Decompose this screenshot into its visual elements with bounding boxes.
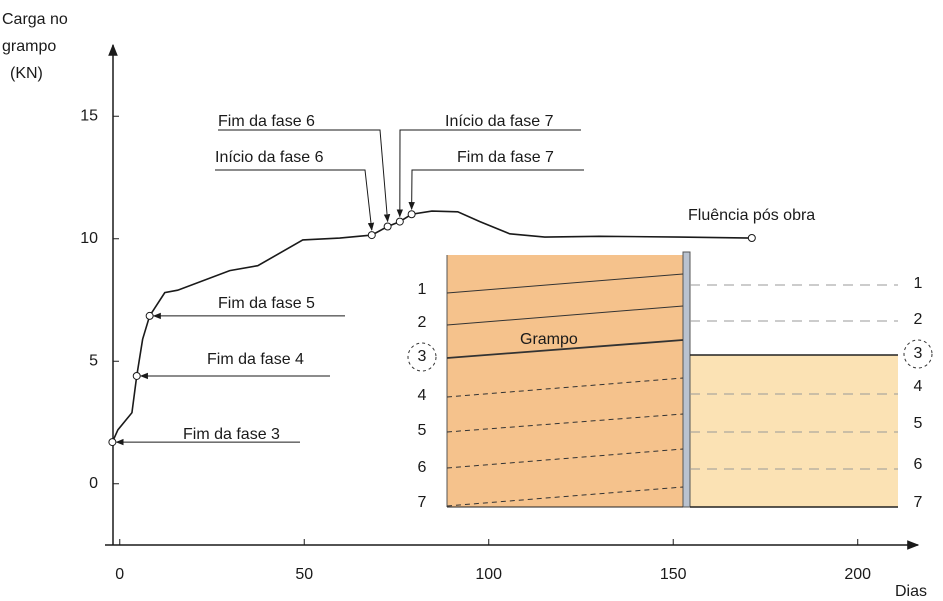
- level-label: 7: [914, 494, 923, 511]
- level-label: 2: [914, 311, 923, 328]
- inset-label: Grampo: [520, 331, 578, 348]
- y-axis-label: grampo: [2, 38, 56, 55]
- annotation: Fim da fase 5: [218, 295, 315, 312]
- x-tick-label: 100: [475, 566, 502, 583]
- y-tick-label: 0: [89, 475, 98, 492]
- point-marker: [407, 210, 416, 219]
- nail-line: [446, 305, 684, 326]
- x-tick-label: 0: [115, 566, 124, 583]
- level-label: 2: [418, 314, 427, 331]
- nail-line: [446, 273, 684, 294]
- annotation: Fluência pós obra: [688, 207, 815, 224]
- nail-line: [446, 486, 684, 507]
- level-label: 4: [914, 378, 923, 395]
- level-label: 6: [914, 456, 923, 473]
- y-tick-label: 5: [89, 352, 98, 369]
- point-marker: [395, 217, 404, 226]
- y-axis-label: (KN): [10, 65, 43, 82]
- x-tick-label: 150: [660, 566, 687, 583]
- level-circle: [903, 339, 933, 369]
- leader-line: [218, 129, 391, 223]
- y-tick-label: 15: [80, 107, 98, 124]
- level-label: 5: [914, 415, 923, 432]
- leader-line: [396, 129, 581, 218]
- nail-line: [446, 339, 684, 359]
- wall: [682, 251, 691, 508]
- level-label: 3: [418, 348, 427, 365]
- level-label: 6: [418, 459, 427, 476]
- nail-line: [446, 413, 684, 433]
- annotation: Início da fase 6: [215, 149, 324, 166]
- annotation: Início da fase 7: [445, 113, 554, 130]
- annotation: Fim da fase 7: [457, 149, 554, 166]
- y-tick-label: 10: [80, 230, 98, 247]
- level-label: 3: [914, 345, 923, 362]
- point-marker: [145, 311, 154, 320]
- annotation: Fim da fase 3: [183, 426, 280, 443]
- x-tick-label: 50: [295, 566, 313, 583]
- point-marker: [383, 222, 392, 231]
- nail-line: [446, 448, 684, 469]
- level-label: 1: [914, 275, 923, 292]
- data-line: [111, 210, 752, 443]
- level-label: 7: [418, 494, 427, 511]
- nail-line: [446, 377, 684, 398]
- level-label: 4: [418, 387, 427, 404]
- annotation: Fim da fase 4: [207, 351, 304, 368]
- level-circle: [407, 342, 437, 372]
- leader-line: [408, 169, 584, 211]
- level-label: 1: [418, 281, 427, 298]
- point-marker: [108, 438, 117, 447]
- y-axis-label: Carga no: [2, 11, 68, 28]
- x-axis-label: Dias: [895, 583, 927, 600]
- leader-line: [215, 169, 375, 231]
- point-marker: [747, 234, 756, 243]
- annotation: Fim da fase 6: [218, 113, 315, 130]
- point-marker: [132, 371, 141, 380]
- x-tick-label: 200: [844, 566, 871, 583]
- level-label: 5: [418, 422, 427, 439]
- soil-right: [690, 355, 898, 507]
- point-marker: [367, 231, 376, 240]
